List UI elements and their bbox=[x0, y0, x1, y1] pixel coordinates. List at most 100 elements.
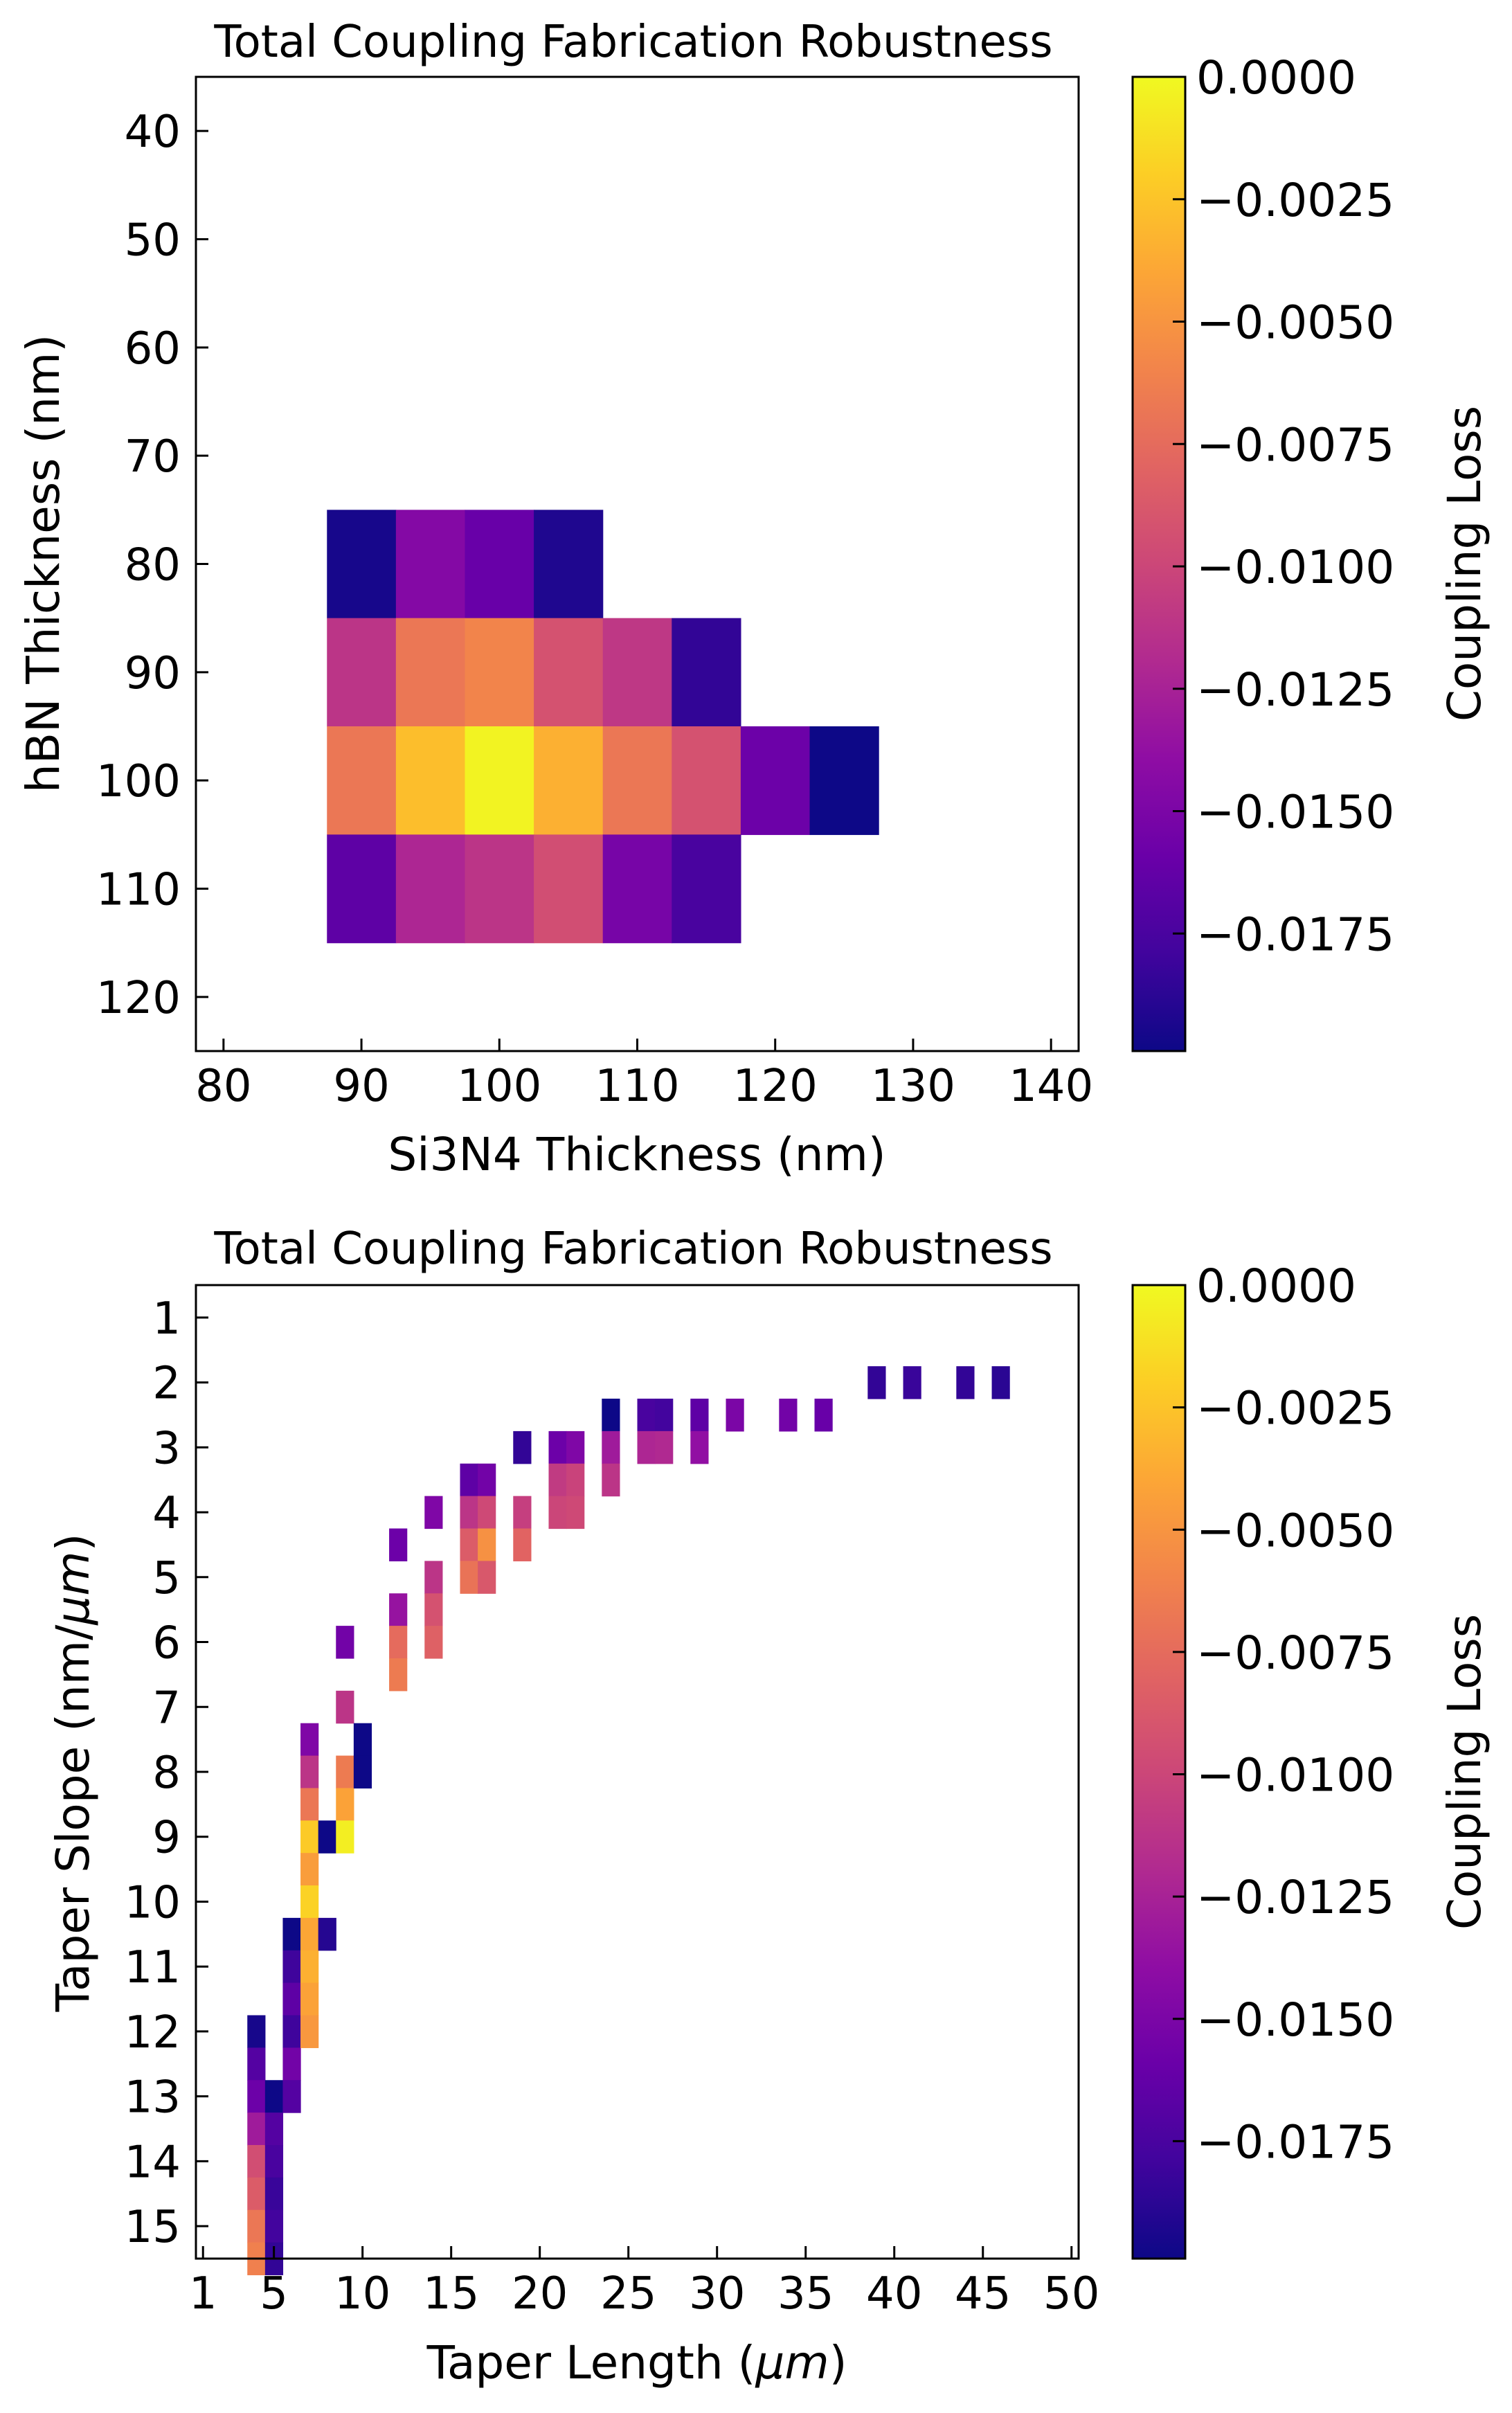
chart-2-colorbar-tick-label: −0.0100 bbox=[1196, 1749, 1394, 1802]
chart-2-cell-46 bbox=[424, 1626, 443, 1659]
chart-1-cell-1 bbox=[395, 510, 466, 619]
chart-2-cell-42 bbox=[389, 1658, 408, 1692]
chart-2-cell-1 bbox=[247, 2047, 266, 2081]
chart-2-y-tick-label: 8 bbox=[152, 1748, 181, 1799]
chart-1-y-tick-label: 120 bbox=[96, 973, 181, 1024]
chart-2-colorbar-tick-label: −0.0175 bbox=[1196, 2115, 1394, 2169]
chart-2-cell-3 bbox=[247, 2113, 266, 2146]
chart-1-cell-4 bbox=[327, 618, 397, 727]
chart-1-cell-16 bbox=[740, 726, 811, 835]
chart-2-cell-75 bbox=[814, 1399, 833, 1432]
chart-2-cell-33 bbox=[336, 1690, 354, 1724]
chart-1-cell-18 bbox=[327, 834, 397, 944]
chart-2-x-tick-label: 15 bbox=[423, 2268, 479, 2320]
chart-2-cell-10 bbox=[264, 2144, 284, 2178]
chart-2-cell-73 bbox=[726, 1399, 744, 1432]
chart-1-y-ticks: 40 50 60 70 80 90 100 110 120 bbox=[96, 107, 208, 1024]
chart-2-x-ticks: 1 5 10 15 20 25 30 35 40 45 50 bbox=[189, 2246, 1099, 2320]
chart-2-cell-17 bbox=[282, 2015, 301, 2048]
chart-2-cell-11 bbox=[264, 2177, 284, 2211]
chart-2-cell-74 bbox=[779, 1399, 798, 1432]
chart-2-colorbar-frame bbox=[1131, 1284, 1187, 2260]
chart-2-x-tick-label: 30 bbox=[689, 2268, 745, 2320]
chart-2-colorbar-ticks: 0.0000 −0.0025 −0.0050 −0.0075 −0.0100 −0.012… bbox=[1173, 1259, 1394, 2169]
chart-1-cells bbox=[327, 510, 879, 944]
chart-1-cell-21 bbox=[534, 834, 604, 944]
chart-2-colorbar-tick-label: −0.0150 bbox=[1196, 1993, 1394, 2047]
chart-2-cell-9 bbox=[264, 2113, 284, 2146]
chart-2-cell-79 bbox=[991, 1366, 1010, 1399]
chart-2-x-tick-label: 45 bbox=[955, 2268, 1011, 2320]
chart-2-cell-2 bbox=[247, 2080, 266, 2113]
chart-2-cell-65 bbox=[602, 1430, 620, 1464]
chart-2-cells bbox=[247, 1366, 1010, 2276]
chart-1-cell-7 bbox=[534, 618, 604, 727]
chart-1-y-tick-label: 90 bbox=[125, 648, 181, 699]
chart-2-cell-37 bbox=[353, 1723, 372, 1757]
chart-1-plot-frame bbox=[195, 75, 1080, 1052]
chart-2-cell-54 bbox=[478, 1561, 496, 1594]
chart-2-y-tick-label: 1 bbox=[152, 1293, 181, 1345]
chart-1-y-tick-label: 70 bbox=[125, 431, 181, 483]
chart-2-cell-5 bbox=[247, 2177, 266, 2211]
chart-1-x-tick-label: 80 bbox=[195, 1061, 251, 1112]
chart-2-x-tick-label: 10 bbox=[334, 2268, 390, 2320]
chart-2-cell-50 bbox=[460, 1561, 478, 1594]
chart-2-cell-62 bbox=[566, 1463, 585, 1497]
chart-1-cell-14 bbox=[602, 726, 672, 835]
chart-1-cell-6 bbox=[465, 618, 534, 727]
chart-2-cell-45 bbox=[424, 1593, 443, 1626]
chart-1-colorbar-tick-label: −0.0100 bbox=[1196, 541, 1394, 594]
chart-1-cell-15 bbox=[672, 726, 741, 835]
chart-1-y-tick-label: 50 bbox=[125, 215, 181, 267]
chart-2-colorbar-tick-label: −0.0050 bbox=[1196, 1504, 1394, 1557]
chart-2-cell-61 bbox=[566, 1430, 585, 1464]
chart-2-plot-frame bbox=[195, 1284, 1080, 2260]
chart-1-y-tick-label: 110 bbox=[96, 865, 181, 916]
chart-1-y-tick-label: 80 bbox=[125, 540, 181, 591]
chart-2-cell-20 bbox=[300, 1723, 319, 1757]
chart-2-y-tick-label: 5 bbox=[152, 1553, 181, 1604]
chart-2-cell-58 bbox=[548, 1430, 567, 1464]
chart-2-y-tick-label: 12 bbox=[125, 2007, 181, 2058]
chart-1-cell-17 bbox=[809, 726, 879, 835]
chart-2-cell-47 bbox=[460, 1463, 478, 1497]
chart-1-x-tick-label: 90 bbox=[333, 1061, 389, 1112]
chart-2-x-tick-label: 40 bbox=[866, 2268, 922, 2320]
chart-1-y-axis-label: hBN Thickness (nm) bbox=[17, 334, 70, 793]
chart-2-x-tick-label: 25 bbox=[600, 2268, 656, 2320]
chart-2-cell-35 bbox=[336, 1788, 354, 1821]
panel-1: Total Coupling Fabrication Robustness 80… bbox=[17, 17, 1491, 1181]
chart-2-cell-66 bbox=[602, 1463, 620, 1497]
chart-2-cell-34 bbox=[336, 1755, 354, 1789]
chart-2-x-axis-label: Taper Length (μm) bbox=[426, 2336, 847, 2389]
chart-2-cell-38 bbox=[353, 1755, 372, 1789]
chart-2-cell-72 bbox=[690, 1430, 709, 1464]
chart-1-cell-11 bbox=[395, 726, 466, 835]
chart-2-cell-44 bbox=[424, 1561, 443, 1594]
chart-2-cell-76 bbox=[867, 1366, 886, 1399]
chart-1-colorbar-tick-label: −0.0025 bbox=[1196, 174, 1394, 227]
chart-2-cell-23 bbox=[300, 1820, 319, 1854]
chart-1-colorbar-tick-label: −0.0175 bbox=[1196, 908, 1394, 961]
chart-2-y-tick-label: 3 bbox=[152, 1423, 181, 1474]
chart-1-colorbar-tick-label: −0.0050 bbox=[1196, 296, 1394, 350]
chart-2-x-tick-label: 50 bbox=[1043, 2268, 1099, 2320]
chart-2-cell-48 bbox=[460, 1496, 478, 1530]
chart-1-cell-20 bbox=[465, 834, 534, 944]
chart-2-y-tick-label: 2 bbox=[152, 1358, 181, 1410]
chart-1-x-tick-label: 120 bbox=[733, 1061, 818, 1112]
chart-2-colorbar-label: Coupling Loss bbox=[1438, 1614, 1491, 1930]
chart-1-title: Total Coupling Fabrication Robustness bbox=[213, 17, 1052, 68]
chart-2-cell-27 bbox=[300, 1950, 319, 1984]
chart-2-y-tick-label: 15 bbox=[125, 2202, 181, 2253]
chart-2-cell-19 bbox=[282, 2080, 301, 2113]
chart-2-cell-6 bbox=[247, 2209, 266, 2243]
chart-2-colorbar-tick-label: 0.0000 bbox=[1196, 1259, 1356, 1313]
chart-1-y-tick-label: 100 bbox=[96, 756, 181, 807]
chart-2-cell-56 bbox=[513, 1496, 532, 1530]
chart-2-cell-26 bbox=[300, 1917, 319, 1951]
chart-2-cell-8 bbox=[264, 2080, 284, 2113]
